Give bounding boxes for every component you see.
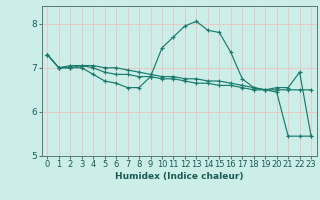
X-axis label: Humidex (Indice chaleur): Humidex (Indice chaleur) <box>115 172 244 181</box>
